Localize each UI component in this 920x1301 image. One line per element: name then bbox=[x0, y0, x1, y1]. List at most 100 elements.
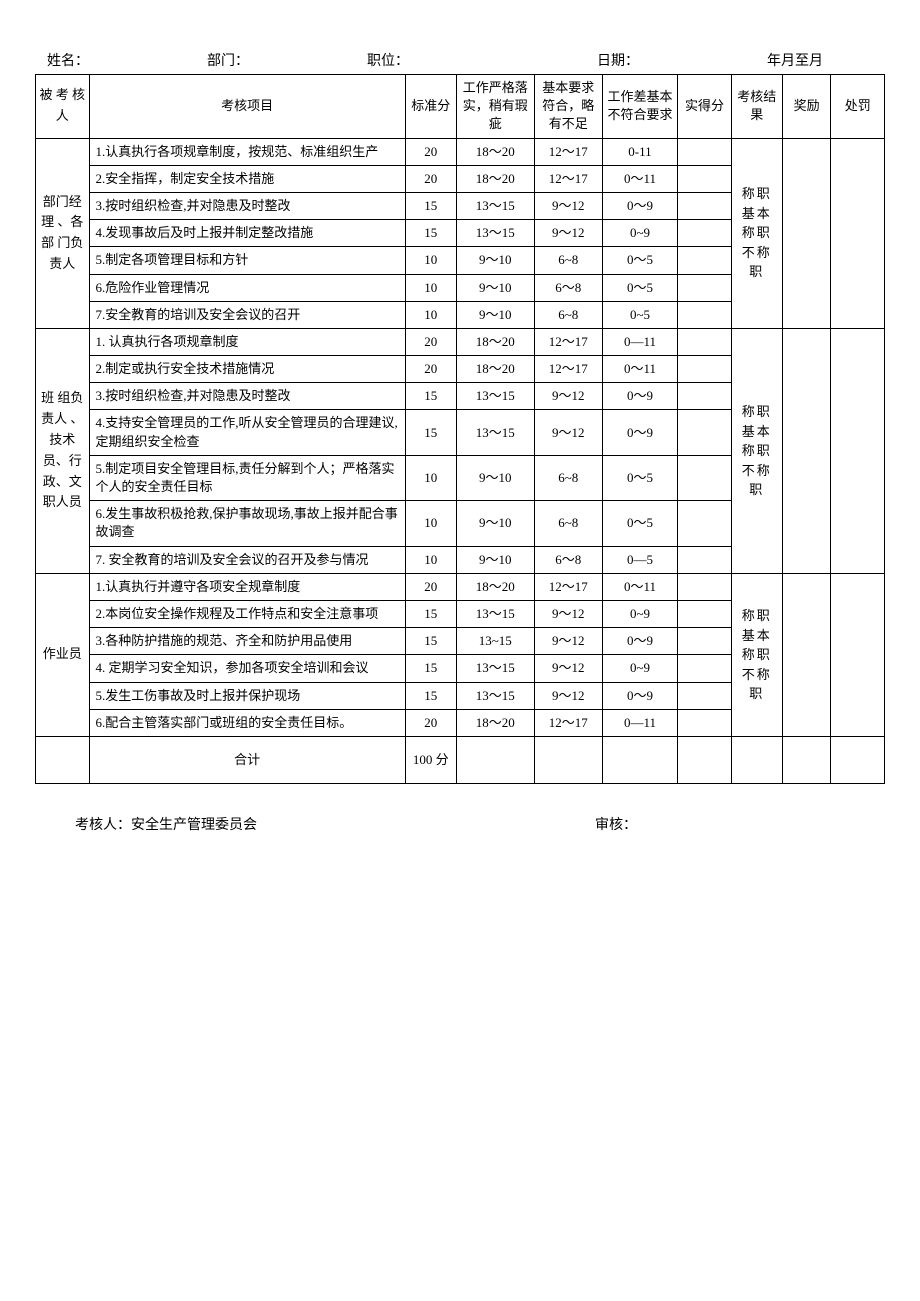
cell-a: 13～15 bbox=[456, 682, 534, 709]
group1-result: 称职基本称职不称职 bbox=[731, 138, 782, 328]
cell-score bbox=[678, 220, 732, 247]
label-position: 职位： bbox=[367, 50, 597, 70]
cell-a: 18～20 bbox=[456, 573, 534, 600]
th-result: 考核结果 bbox=[731, 75, 782, 139]
table-row: 班 组负 责人 、技术员、行政、文职人员 1. 认真执行各项规章制度 20 18… bbox=[36, 328, 885, 355]
th-col-a: 工作严格落实，稍有瑕疵 bbox=[456, 75, 534, 139]
cell-c: 0～5 bbox=[602, 455, 677, 500]
cell-b: 6～8 bbox=[534, 546, 602, 573]
cell-b: 12～17 bbox=[534, 165, 602, 192]
cell-reward bbox=[782, 328, 831, 573]
cell-item: 6.发生事故积极抢救,保护事故现场,事故上报并配合事故调查 bbox=[89, 501, 405, 546]
cell-item: 7. 安全教育的培训及安全会议的召开及参与情况 bbox=[89, 546, 405, 573]
cell-score bbox=[678, 655, 732, 682]
cell-score bbox=[678, 573, 732, 600]
cell-c: 0～11 bbox=[602, 573, 677, 600]
cell-c: 0~9 bbox=[602, 220, 677, 247]
cell-b: 12～17 bbox=[534, 573, 602, 600]
cell-punish bbox=[831, 573, 885, 736]
cell-item: 3.各种防护措施的规范、齐全和防护用品使用 bbox=[89, 628, 405, 655]
cell-score bbox=[678, 247, 732, 274]
cell-c: 0～9 bbox=[602, 410, 677, 455]
cell-score bbox=[678, 274, 732, 301]
label-date: 日期： bbox=[597, 50, 767, 70]
cell-a: 9～10 bbox=[456, 301, 534, 328]
cell-b: 6~8 bbox=[534, 501, 602, 546]
cell-b: 6~8 bbox=[534, 301, 602, 328]
cell-score bbox=[678, 301, 732, 328]
th-subject: 被 考 核人 bbox=[36, 75, 90, 139]
cell-a: 18～20 bbox=[456, 356, 534, 383]
cell-c: 0～9 bbox=[602, 628, 677, 655]
cell-std: 20 bbox=[405, 328, 456, 355]
cell-b: 6~8 bbox=[534, 247, 602, 274]
table-row: 作业员 1.认真执行并遵守各项安全规章制度 20 18～20 12～17 0～1… bbox=[36, 573, 885, 600]
cell-std: 10 bbox=[405, 247, 456, 274]
cell-b: 9～12 bbox=[534, 383, 602, 410]
cell-item: 3.按时组织检查,并对隐患及时整改 bbox=[89, 192, 405, 219]
cell-c: 0～9 bbox=[602, 192, 677, 219]
cell-std: 20 bbox=[405, 709, 456, 736]
cell-b: 9～12 bbox=[534, 220, 602, 247]
cell-c: 0~9 bbox=[602, 655, 677, 682]
cell-b: 12～17 bbox=[534, 138, 602, 165]
cell-b: 6~8 bbox=[534, 455, 602, 500]
cell-c: 0—11 bbox=[602, 709, 677, 736]
header-row: 被 考 核人 考核项目 标准分 工作严格落实，稍有瑕疵 基本要求符合，略有不足 … bbox=[36, 75, 885, 139]
group2-label: 班 组负 责人 、技术员、行政、文职人员 bbox=[36, 328, 90, 573]
cell-a: 13~15 bbox=[456, 628, 534, 655]
cell-b: 9～12 bbox=[534, 410, 602, 455]
cell-c: 0～11 bbox=[602, 165, 677, 192]
cell-std: 20 bbox=[405, 165, 456, 192]
cell-item: 6.配合主管落实部门或班组的安全责任目标。 bbox=[89, 709, 405, 736]
cell-b: 9～12 bbox=[534, 682, 602, 709]
cell-blank bbox=[831, 736, 885, 783]
cell-score bbox=[678, 356, 732, 383]
cell-score bbox=[678, 165, 732, 192]
cell-c: 0~9 bbox=[602, 600, 677, 627]
cell-score bbox=[678, 709, 732, 736]
cell-a: 9～10 bbox=[456, 546, 534, 573]
cell-a: 13～15 bbox=[456, 192, 534, 219]
cell-a: 18～20 bbox=[456, 328, 534, 355]
cell-b: 9～12 bbox=[534, 655, 602, 682]
examiner-label: 考核人：安全生产管理委员会 bbox=[75, 814, 595, 834]
cell-std: 10 bbox=[405, 546, 456, 573]
cell-b: 12～17 bbox=[534, 356, 602, 383]
cell-a: 18～20 bbox=[456, 138, 534, 165]
cell-blank bbox=[731, 736, 782, 783]
cell-score bbox=[678, 410, 732, 455]
cell-blank bbox=[36, 736, 90, 783]
cell-a: 13～15 bbox=[456, 410, 534, 455]
cell-item: 6.危险作业管理情况 bbox=[89, 274, 405, 301]
cell-c: 0～5 bbox=[602, 274, 677, 301]
cell-std: 15 bbox=[405, 655, 456, 682]
th-item: 考核项目 bbox=[89, 75, 405, 139]
cell-item: 1.认真执行各项规章制度，按规范、标准组织生产 bbox=[89, 138, 405, 165]
cell-b: 9～12 bbox=[534, 192, 602, 219]
cell-c: 0～9 bbox=[602, 682, 677, 709]
th-col-c: 工作差基本不符合要求 bbox=[602, 75, 677, 139]
assessment-table: 被 考 核人 考核项目 标准分 工作严格落实，稍有瑕疵 基本要求符合，略有不足 … bbox=[35, 74, 885, 784]
cell-c: 0～5 bbox=[602, 247, 677, 274]
table-row: 部门经理 、各部 门负 责人 1.认真执行各项规章制度，按规范、标准组织生产 2… bbox=[36, 138, 885, 165]
cell-std: 15 bbox=[405, 628, 456, 655]
cell-item: 4.支持安全管理员的工作,听从安全管理员的合理建议,定期组织安全检查 bbox=[89, 410, 405, 455]
cell-score bbox=[678, 383, 732, 410]
cell-item: 2.安全指挥，制定安全技术措施 bbox=[89, 165, 405, 192]
cell-score bbox=[678, 628, 732, 655]
th-std: 标准分 bbox=[405, 75, 456, 139]
cell-std: 15 bbox=[405, 383, 456, 410]
cell-std: 20 bbox=[405, 138, 456, 165]
cell-score bbox=[678, 501, 732, 546]
cell-punish bbox=[831, 328, 885, 573]
label-daterange: 年月至月 bbox=[767, 50, 873, 70]
cell-item: 2.本岗位安全操作规程及工作特点和安全注意事项 bbox=[89, 600, 405, 627]
cell-a: 9～10 bbox=[456, 501, 534, 546]
cell-std: 15 bbox=[405, 600, 456, 627]
cell-std: 10 bbox=[405, 501, 456, 546]
th-reward: 奖励 bbox=[782, 75, 831, 139]
th-punish: 处罚 bbox=[831, 75, 885, 139]
label-dept: 部门： bbox=[207, 50, 367, 70]
total-value: 100 分 bbox=[405, 736, 456, 783]
